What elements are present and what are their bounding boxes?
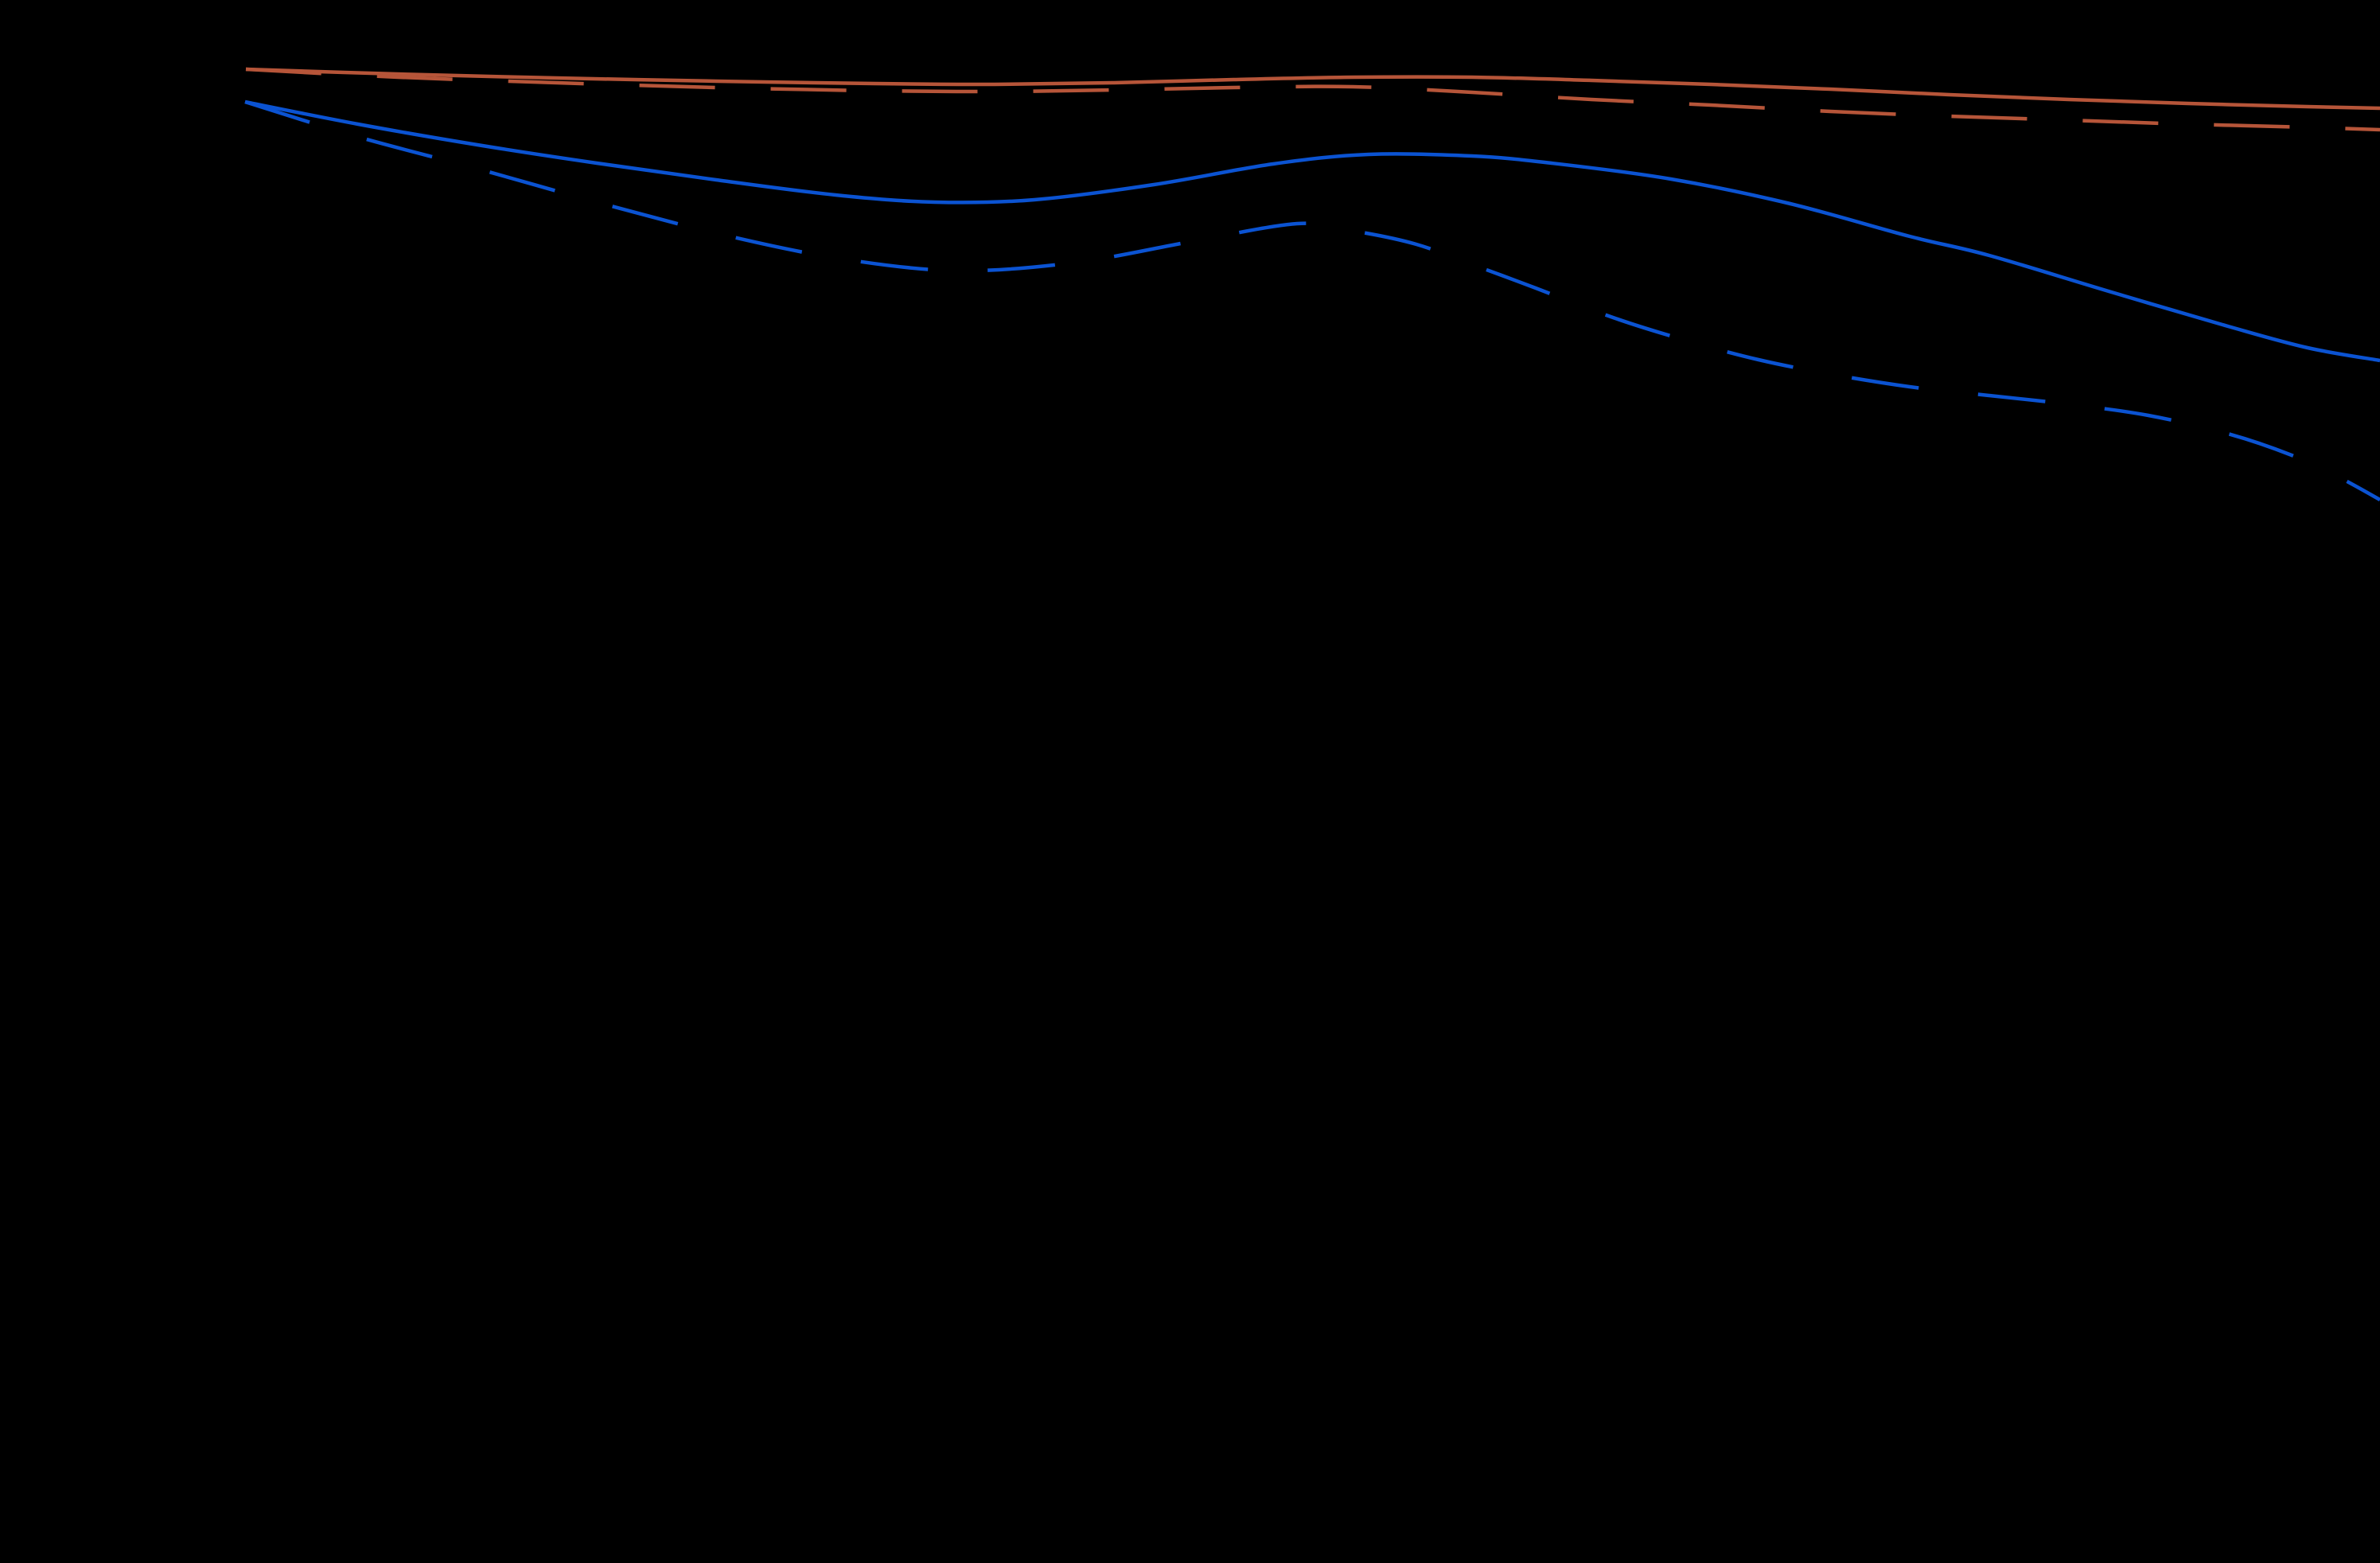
- series-orange-solid-line: [245, 67, 2380, 111]
- series-blue-dashed-line: [244, 99, 2380, 501]
- series-blue-solid-line: [244, 99, 2380, 363]
- series-orange-dashed-line: [245, 67, 2380, 132]
